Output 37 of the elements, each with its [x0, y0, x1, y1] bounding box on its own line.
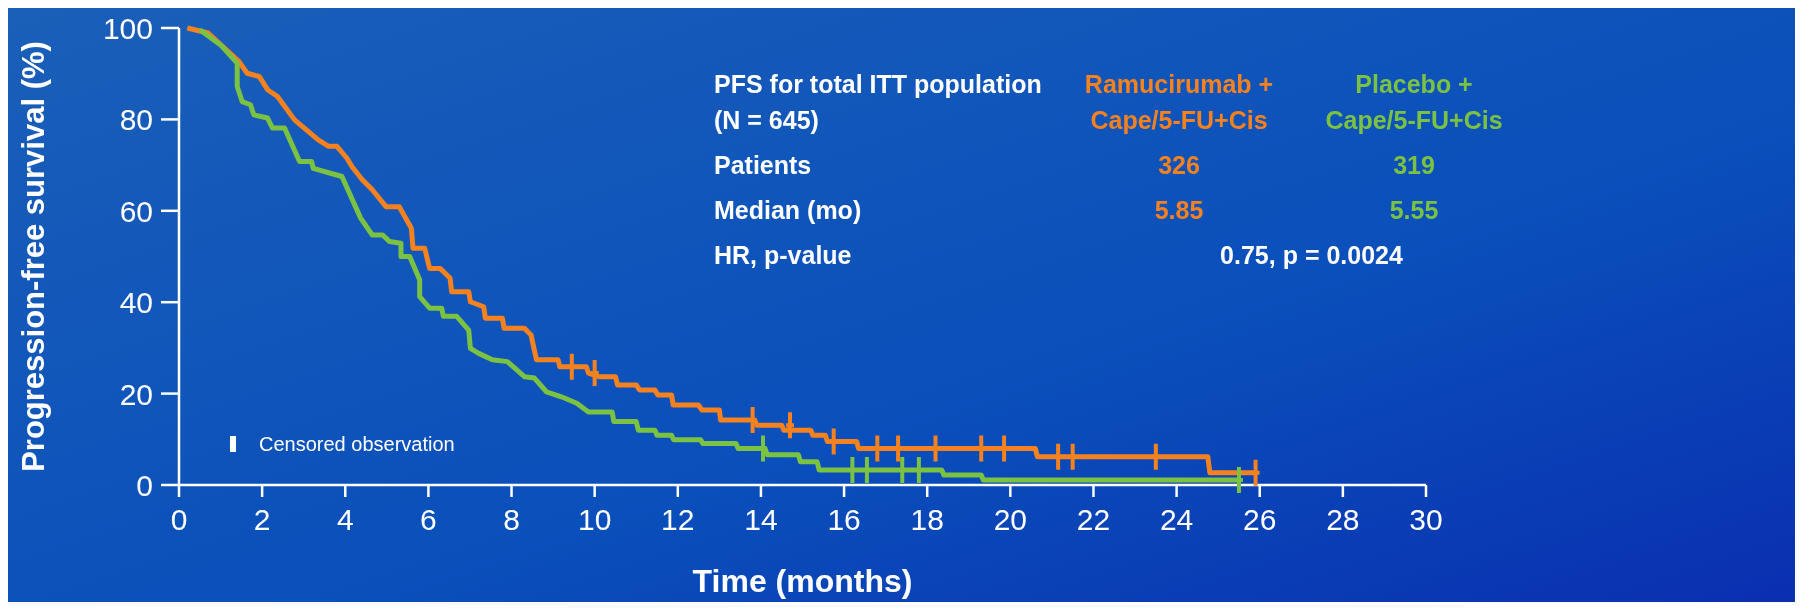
- annotation: 326: [1158, 151, 1200, 179]
- annotation: 0.75, p = 0.0024: [1220, 241, 1403, 269]
- x-tick-label: 12: [661, 503, 695, 536]
- y-tick-label: 100: [102, 12, 153, 45]
- x-tick-label: 2: [253, 503, 271, 536]
- text: Placebo + Cape/5-FU+Cis: [1325, 70, 1503, 134]
- x-tick-label: 4: [336, 503, 354, 536]
- y-tick-label: 80: [119, 103, 153, 137]
- annotation: Patients: [714, 151, 812, 179]
- annotation: Median (mo): [714, 196, 862, 224]
- x-tick-label: 10: [577, 503, 612, 536]
- annotation: Censored observation: [259, 433, 455, 455]
- x-tick-label: 8: [503, 503, 520, 536]
- x-tick-label: 22: [1076, 503, 1111, 536]
- x-tick-label: 16: [827, 503, 861, 536]
- x-tick-label: 24: [1159, 503, 1194, 536]
- x-tick-label: 26: [1243, 503, 1277, 536]
- x-axis-title: Time (months): [692, 563, 913, 599]
- annotation: PFS for total ITT population: [714, 70, 1042, 98]
- y-tick-label: 0: [136, 469, 153, 502]
- x-tick-label: 18: [910, 503, 944, 536]
- x-tick-label: 14: [744, 503, 778, 536]
- annotation: 319: [1393, 151, 1435, 179]
- y-axis-title: Progression-free survival (%): [16, 41, 52, 472]
- annotation: (N = 645): [714, 106, 819, 134]
- x-tick-label: 30: [1409, 503, 1443, 536]
- x-tick-label: 6: [420, 503, 437, 536]
- annotation: 5.85: [1154, 196, 1204, 224]
- y-tick-label: 20: [119, 377, 153, 411]
- annotation: 5.55: [1389, 196, 1439, 224]
- x-tick-label: 28: [1326, 503, 1360, 536]
- text: Ramucirumab + Cape/5-FU+Cis: [1084, 70, 1274, 134]
- annotation: HR, p-value: [714, 241, 852, 269]
- y-tick-label: 40: [119, 286, 153, 320]
- y-tick-label: 60: [119, 194, 153, 228]
- x-tick-label: 20: [993, 503, 1028, 536]
- x-tick-label: 0: [170, 503, 188, 536]
